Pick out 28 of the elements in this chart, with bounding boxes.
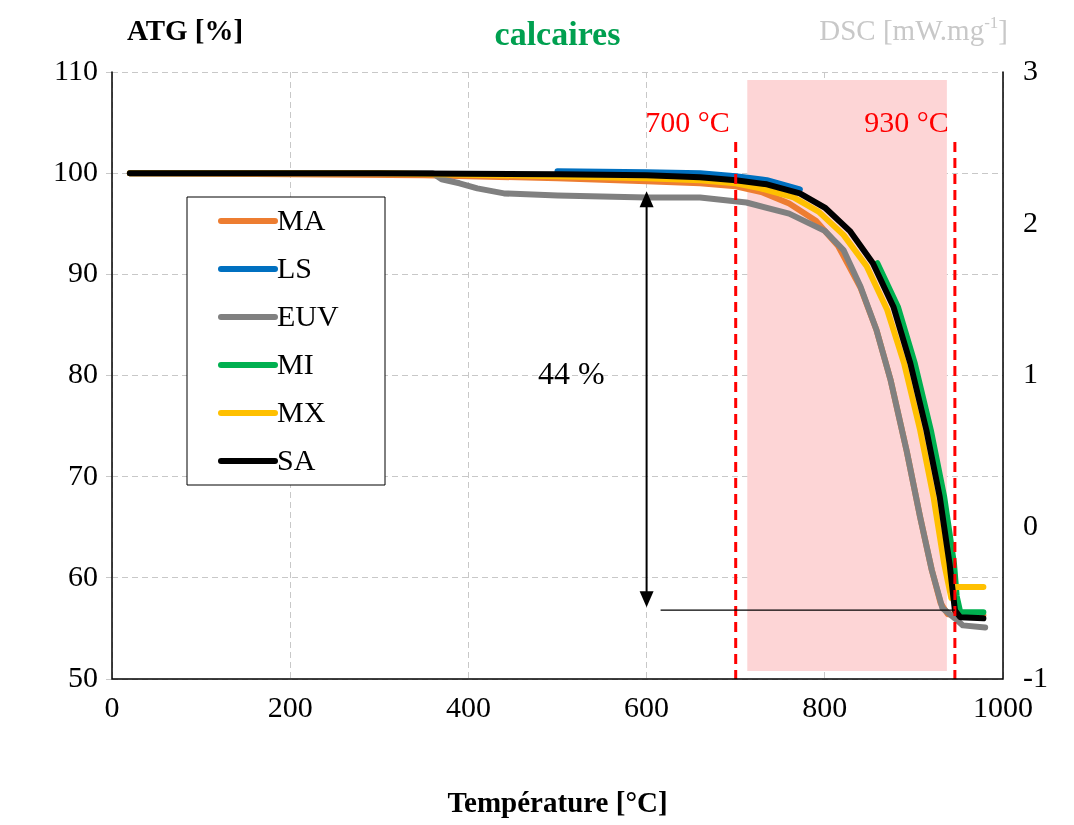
- ref-line-label: 700 °C: [645, 105, 730, 138]
- chart-title: calcaires: [494, 15, 621, 52]
- x-tick-label: 600: [624, 689, 670, 723]
- y-tick-label: 80: [68, 356, 98, 390]
- y2-tick-label: 0: [1023, 508, 1038, 542]
- ref-line-label: 930 °C: [864, 105, 949, 138]
- y-tick-label: 50: [68, 659, 98, 693]
- legend-label: MA: [277, 202, 326, 236]
- x-tick-label: 800: [802, 689, 848, 723]
- legend-label: MX: [277, 394, 326, 428]
- y2-tick-label: 1: [1023, 356, 1038, 390]
- y-tick-label: 60: [68, 558, 98, 592]
- annotation: 44 %: [537, 354, 605, 391]
- x-tick-label: 200: [267, 689, 313, 723]
- y-axis-title: ATG [%]: [126, 14, 244, 46]
- legend-label: EUV: [277, 298, 339, 332]
- y-tick-label: 70: [68, 457, 98, 491]
- y-tick-label: 90: [68, 255, 98, 289]
- y-tick-label: 110: [54, 52, 98, 86]
- legend-label: LS: [277, 250, 313, 284]
- legend-label: MI: [277, 346, 314, 380]
- y-tick-label: 100: [53, 154, 98, 188]
- x-tick-label: 0: [104, 689, 120, 723]
- y2-tick-label: 2: [1023, 204, 1038, 238]
- y2-tick-label: 3: [1023, 52, 1038, 86]
- x-axis-title: Température [°C]: [447, 786, 668, 818]
- x-tick-label: 400: [445, 689, 491, 723]
- legend-label: SA: [277, 442, 316, 476]
